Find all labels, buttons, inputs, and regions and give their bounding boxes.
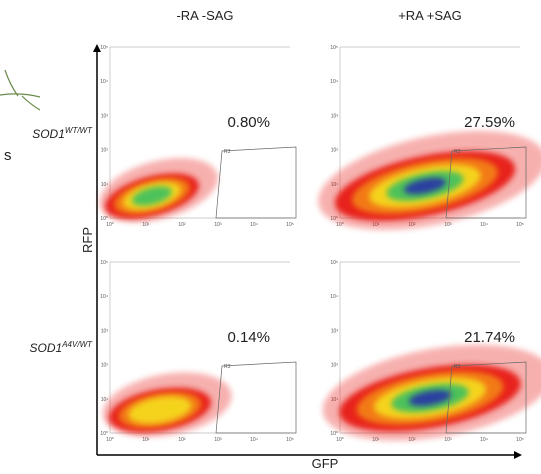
y-tick-label: 10⁰: [100, 431, 108, 437]
density-level: [132, 186, 172, 206]
flow-plot: 10⁰10⁰10¹10¹10²10²10³10³10⁴10⁴10⁵10⁵R321…: [322, 260, 541, 443]
y-axis-label: RFP: [80, 227, 95, 253]
gate-label: R3: [454, 149, 461, 155]
row-label-main: SOD1: [30, 341, 63, 355]
x-tick-label: 10³: [444, 222, 452, 228]
y-tick-label: 10²: [101, 148, 109, 154]
percentage: 0.14%: [227, 329, 270, 346]
y-tick-label: 10³: [101, 113, 109, 119]
x-tick-label: 10²: [178, 437, 186, 443]
x-tick-label: 10⁴: [250, 437, 258, 443]
row-label: SOD1A4V/WT: [30, 340, 94, 355]
y-tick-label: 10³: [331, 328, 339, 334]
x-tick-label: 10¹: [142, 222, 150, 228]
y-tick-label: 10²: [331, 148, 339, 154]
gate: [215, 361, 297, 434]
gate-label: R3: [224, 364, 231, 370]
x-tick-label: 10⁴: [480, 437, 488, 443]
density-level: [128, 396, 192, 424]
y-tick-label: 10⁴: [330, 294, 338, 300]
x-tick-label: 10⁰: [106, 222, 114, 228]
y-tick-label: 10²: [101, 363, 109, 369]
density-level: [408, 390, 452, 406]
x-tick-label: 10⁵: [516, 222, 524, 228]
density-cloud: [99, 158, 218, 223]
x-tick-label: 10⁴: [250, 222, 258, 228]
column-header: -RA -SAG: [176, 8, 233, 23]
x-tick-label: 10⁵: [286, 437, 294, 443]
y-tick-label: 10³: [101, 328, 109, 334]
x-tick-label: 10⁵: [516, 437, 524, 443]
x-tick-label: 10⁰: [106, 437, 114, 443]
fragment-text: s: [4, 147, 12, 164]
panels: 10⁰10⁰10¹10¹10²10²10³10³10⁴10⁴10⁵10⁵R30.…: [99, 45, 541, 443]
row-label-sup: A4V/WT: [61, 340, 93, 349]
x-tick-label: 10¹: [372, 437, 380, 443]
x-tick-label: 10³: [214, 222, 222, 228]
gate: [215, 146, 297, 219]
x-tick-label: 10⁰: [336, 222, 344, 228]
percentage: 0.80%: [227, 114, 270, 131]
x-tick-label: 10⁵: [286, 222, 294, 228]
y-tick-label: 10⁵: [330, 260, 338, 266]
density-level: [403, 177, 447, 195]
plant-fragment: [0, 69, 41, 111]
row-label: SOD1WT/WT: [32, 126, 93, 141]
y-tick-label: 10⁵: [330, 45, 338, 51]
x-axis-label: GFP: [312, 456, 339, 471]
y-tick-label: 10⁴: [100, 79, 108, 85]
gate-label: R3: [454, 364, 461, 370]
y-tick-label: 10¹: [101, 397, 109, 403]
y-tick-label: 10²: [331, 363, 339, 369]
percentage: 27.59%: [464, 114, 515, 131]
x-tick-label: 10³: [214, 437, 222, 443]
row-label-sup: WT/WT: [65, 126, 93, 135]
y-tick-label: 10⁴: [330, 79, 338, 85]
x-tick-label: 10⁰: [336, 437, 344, 443]
x-tick-label: 10⁴: [480, 222, 488, 228]
x-tick-label: 10³: [444, 437, 452, 443]
column-header: +RA +SAG: [398, 8, 462, 23]
gate: [445, 361, 527, 434]
y-tick-label: 10⁰: [330, 431, 338, 437]
y-tick-label: 10⁴: [100, 294, 108, 300]
flow-plot: 10⁰10⁰10¹10¹10²10²10³10³10⁴10⁴10⁵10⁵R327…: [318, 45, 541, 230]
y-tick-label: 10³: [331, 113, 339, 119]
x-tick-label: 10²: [178, 222, 186, 228]
y-tick-label: 10⁵: [100, 45, 108, 51]
y-tick-label: 10⁰: [100, 216, 108, 222]
y-tick-label: 10¹: [101, 182, 109, 188]
y-tick-label: 10⁵: [100, 260, 108, 266]
x-tick-label: 10¹: [142, 437, 150, 443]
density-cloud: [102, 372, 232, 437]
percentage: 21.74%: [464, 329, 515, 346]
gate-label: R3: [224, 149, 231, 155]
density-cloud: [322, 344, 541, 441]
row-label-main: SOD1: [32, 127, 65, 141]
density-cloud: [318, 130, 541, 230]
gate: [445, 146, 527, 219]
